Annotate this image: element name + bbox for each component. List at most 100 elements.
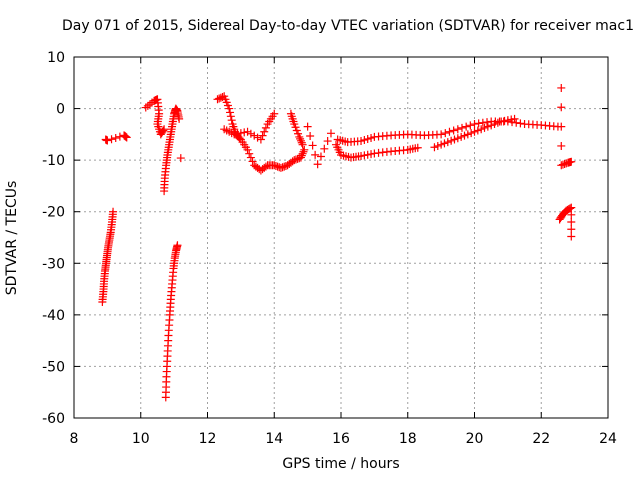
data-point — [566, 204, 575, 213]
data-point — [243, 127, 252, 136]
data-point — [437, 140, 446, 149]
data-point — [313, 160, 322, 169]
data-point — [473, 126, 482, 135]
data-point — [447, 136, 456, 145]
data-point — [510, 114, 519, 123]
series-arc-6 — [176, 154, 185, 163]
data-point — [483, 122, 492, 131]
data-point — [449, 126, 458, 135]
x-tick-label: 24 — [599, 431, 617, 447]
data-point — [256, 135, 265, 144]
y-tick-label: 10 — [47, 50, 65, 66]
data-point — [176, 154, 185, 163]
grid-lines — [74, 57, 608, 418]
data-point — [363, 134, 372, 143]
data-point — [250, 131, 259, 140]
data-point — [296, 153, 305, 162]
data-point — [175, 114, 184, 123]
series-arc-12 — [333, 117, 562, 147]
data-point — [557, 161, 566, 170]
data-point — [567, 225, 576, 234]
series-arc-14 — [557, 83, 576, 170]
data-point — [487, 121, 496, 130]
data-point — [111, 133, 120, 142]
data-point — [360, 151, 369, 160]
data-point — [357, 137, 366, 146]
data-point — [258, 131, 267, 140]
data-point — [316, 152, 325, 161]
data-point — [483, 118, 492, 127]
data-point — [493, 118, 502, 127]
data-point — [236, 129, 245, 138]
data-point — [271, 161, 280, 170]
data-point — [226, 112, 235, 121]
data-point — [300, 145, 309, 154]
data-point — [260, 127, 269, 136]
series-arc-5 — [160, 104, 184, 196]
data-point — [298, 149, 307, 158]
data-point — [245, 149, 254, 158]
series-arc-15 — [555, 203, 576, 241]
series-arc-11 — [331, 140, 422, 162]
data-point — [299, 147, 308, 156]
y-tick-label: -10 — [42, 153, 65, 169]
data-point — [450, 135, 459, 144]
data-point — [367, 150, 376, 159]
data-point — [311, 150, 320, 159]
data-point — [433, 141, 442, 150]
x-tick-label: 10 — [132, 431, 150, 447]
data-point — [516, 119, 525, 128]
data-point — [297, 151, 306, 160]
data-point — [225, 104, 234, 113]
data-point — [457, 123, 466, 132]
data-point — [296, 134, 305, 143]
data-point — [297, 138, 306, 147]
data-point — [278, 163, 287, 172]
data-point — [276, 163, 285, 172]
data-point — [490, 120, 499, 129]
x-tick-label: 16 — [332, 431, 350, 447]
data-point — [253, 133, 262, 142]
x-tick-label: 8 — [70, 431, 79, 447]
data-point — [233, 129, 242, 138]
data-point — [261, 162, 270, 171]
data-point — [246, 129, 255, 138]
data-point — [159, 126, 168, 135]
data-point — [227, 116, 236, 125]
data-point — [478, 118, 487, 127]
data-point — [280, 162, 289, 171]
data-point — [503, 116, 512, 125]
data-point — [107, 135, 116, 144]
data-point — [457, 132, 466, 141]
data-point — [323, 137, 332, 146]
y-tick-label: -30 — [42, 256, 65, 272]
data-point — [306, 132, 315, 141]
data-point — [560, 160, 569, 169]
data-point — [443, 138, 452, 147]
data-point — [308, 141, 317, 150]
data-point — [298, 140, 307, 149]
series-arc-10 — [303, 122, 335, 169]
y-tick-label: 0 — [56, 102, 65, 118]
data-point — [103, 136, 112, 145]
data-point — [558, 160, 567, 169]
y-tick-label: -60 — [42, 411, 65, 427]
data-point — [477, 125, 486, 134]
series-arc-3 — [141, 95, 169, 139]
data-point — [413, 143, 422, 152]
data-point — [173, 241, 182, 250]
series-arc-9 — [286, 109, 307, 149]
data-point — [360, 136, 369, 145]
data-point — [512, 118, 521, 127]
series-arc-8 — [220, 109, 279, 144]
data-point — [474, 119, 483, 128]
x-tick-label: 20 — [466, 431, 484, 447]
data-point — [460, 131, 469, 140]
data-point — [567, 203, 576, 212]
series-arc-13 — [430, 114, 519, 152]
data-point — [567, 157, 576, 166]
series-arc-4 — [161, 241, 182, 402]
data-point — [216, 93, 225, 102]
data-point — [357, 152, 366, 161]
